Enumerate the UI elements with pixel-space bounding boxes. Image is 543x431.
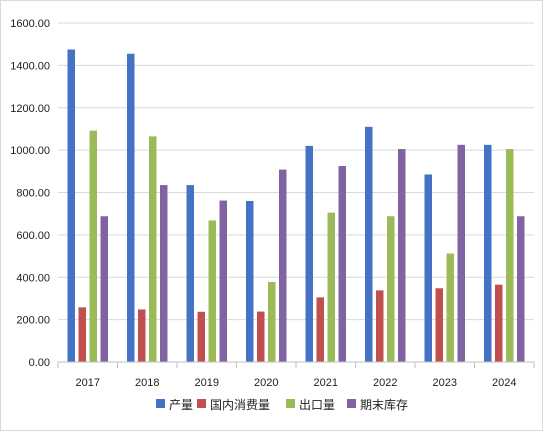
legend-swatch: [156, 399, 165, 408]
legend-label: 国内消费量: [210, 398, 270, 412]
legend-label: 期末库存: [360, 397, 408, 412]
bar: [160, 185, 168, 362]
bar: [387, 216, 395, 362]
y-tick-label: 200.00: [16, 315, 50, 327]
x-tick-label: 2017: [76, 377, 100, 389]
bar: [457, 144, 465, 362]
bar: [365, 126, 373, 362]
bar: [138, 309, 146, 362]
y-tick-label: 800.00: [16, 188, 50, 200]
bar: [338, 166, 346, 362]
bar: [127, 53, 135, 363]
y-tick-label: 1000.00: [10, 145, 50, 157]
y-tick-label: 1200.00: [10, 103, 50, 115]
bar: [268, 281, 276, 362]
y-tick-label: 0.00: [29, 357, 50, 369]
bar: [246, 200, 254, 362]
bar: [376, 290, 384, 362]
bar: [424, 174, 432, 362]
x-tick-label: 2023: [433, 377, 457, 389]
bar: [279, 169, 287, 362]
bar: [208, 220, 216, 362]
bar: [219, 200, 227, 362]
y-tick-label: 400.00: [16, 272, 50, 284]
bar: [186, 185, 194, 362]
bar: [67, 49, 75, 362]
bar: [197, 311, 205, 362]
x-tick-label: 2020: [254, 377, 278, 389]
x-tick-label: 2019: [195, 377, 219, 389]
x-tick-label: 2018: [135, 377, 159, 389]
bar: [149, 136, 157, 362]
bar: [89, 130, 97, 362]
y-axis-ticks: 0.00 200.00 400.00 600.00 800.00 1000.00 1200.…: [10, 18, 50, 369]
legend-swatch: [286, 399, 295, 408]
bar: [305, 145, 313, 362]
bar: [257, 311, 265, 362]
bar: [495, 284, 503, 362]
bar: [316, 297, 324, 362]
bar: [517, 216, 525, 362]
y-tick-label: 1600.00: [10, 18, 50, 30]
legend-label: 出口量: [299, 398, 335, 412]
bar: [435, 288, 443, 362]
y-tick-label: 1400.00: [10, 60, 50, 72]
legend: 产量 国内消费量 出口量 期末库存: [156, 397, 408, 412]
bar: [100, 216, 108, 362]
bar: [506, 149, 514, 362]
legend-swatch: [197, 399, 206, 408]
bar: [327, 212, 335, 362]
bar: [398, 149, 406, 362]
y-tick-label: 600.00: [16, 230, 50, 242]
legend-swatch: [347, 399, 356, 408]
x-tick-label: 2021: [314, 377, 338, 389]
x-tick-label: 2022: [373, 377, 397, 389]
grid-layer: [58, 22, 534, 321]
x-tick-label: 2024: [492, 377, 516, 389]
bar: [446, 253, 454, 362]
bar: [78, 307, 86, 362]
x-axis: 2017 2018 2019 2020 2021 2022 2023 2024: [57, 361, 535, 389]
bar: [484, 144, 492, 362]
legend-label: 产量: [169, 398, 193, 412]
bars-layer: [67, 49, 525, 363]
